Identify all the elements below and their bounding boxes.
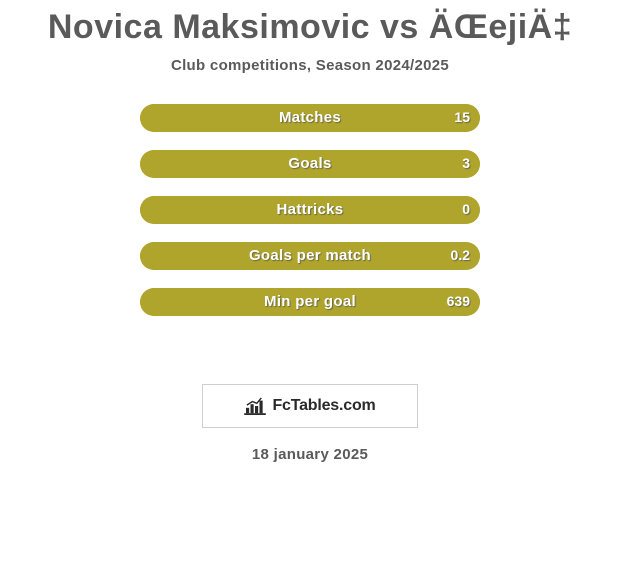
stat-row: Goals3 bbox=[0, 150, 620, 182]
stat-bar: Hattricks0 bbox=[140, 196, 480, 224]
stat-value: 3 bbox=[462, 155, 470, 171]
logo-text: FcTables.com bbox=[272, 397, 375, 415]
stat-row: Goals per match0.2 bbox=[0, 242, 620, 274]
stat-label: Hattricks bbox=[140, 201, 480, 218]
stat-row: Min per goal639 bbox=[0, 288, 620, 320]
stat-label: Min per goal bbox=[140, 293, 480, 310]
bar-chart-icon bbox=[244, 397, 266, 415]
logo: FcTables.com bbox=[244, 397, 375, 415]
stat-row: Matches15 bbox=[0, 104, 620, 136]
left-value-ellipse bbox=[9, 104, 111, 130]
subtitle: Club competitions, Season 2024/2025 bbox=[0, 57, 620, 74]
stat-label: Matches bbox=[140, 109, 480, 126]
stat-bar: Min per goal639 bbox=[140, 288, 480, 316]
logo-box: FcTables.com bbox=[202, 384, 418, 428]
stat-value: 15 bbox=[454, 109, 470, 125]
stat-value: 0.2 bbox=[451, 247, 470, 263]
stat-value: 639 bbox=[447, 293, 470, 309]
stat-row: Hattricks0 bbox=[0, 196, 620, 228]
page-title: Novica Maksimovic vs ÄŒejiÄ‡ bbox=[0, 0, 620, 47]
stat-bar: Matches15 bbox=[140, 104, 480, 132]
comparison-chart: Matches15 Goals3 Hattricks0 Goals per match… bbox=[0, 104, 620, 354]
right-value-ellipse bbox=[498, 152, 600, 175]
stat-value: 0 bbox=[462, 201, 470, 217]
left-value-ellipse bbox=[19, 152, 121, 175]
stat-bar: Goals3 bbox=[140, 150, 480, 178]
right-value-ellipse bbox=[488, 104, 590, 130]
date-label: 18 january 2025 bbox=[0, 446, 620, 463]
stat-bar: Goals per match0.2 bbox=[140, 242, 480, 270]
stat-label: Goals bbox=[140, 155, 480, 172]
stat-label: Goals per match bbox=[140, 247, 480, 264]
